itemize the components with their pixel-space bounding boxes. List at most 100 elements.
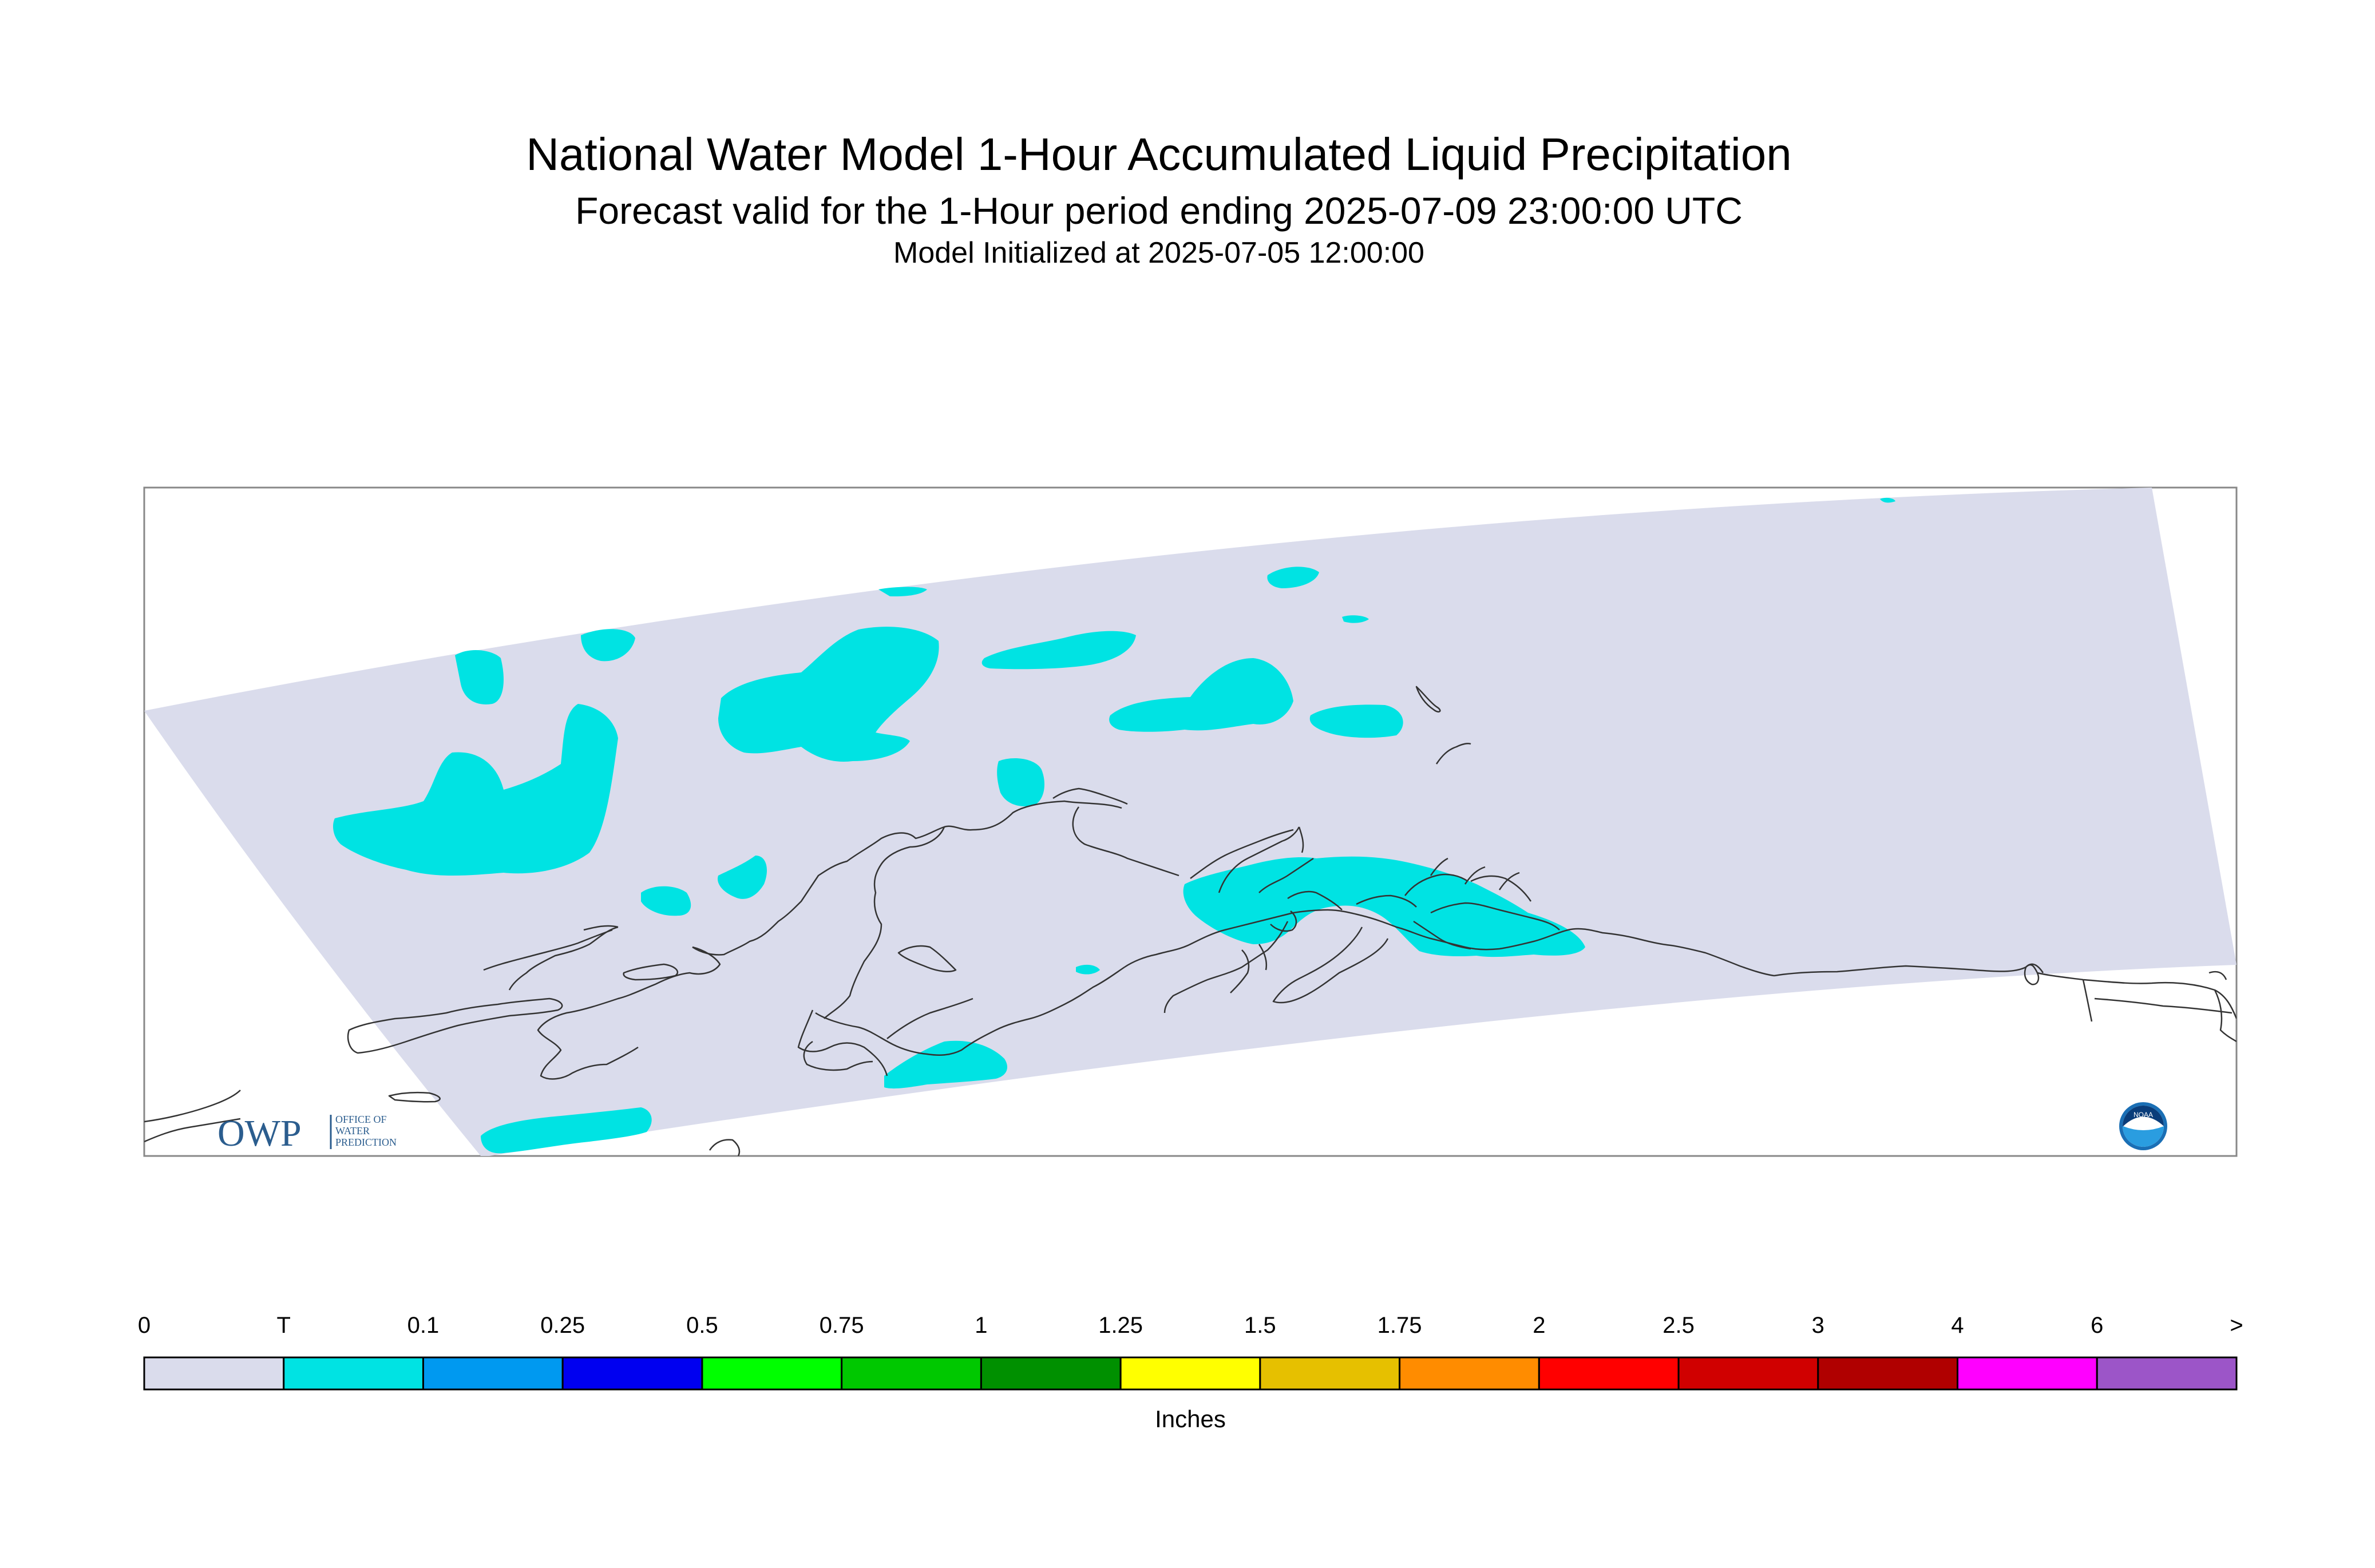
coastline — [1430, 902, 1560, 930]
coastline — [347, 997, 563, 1054]
coastline — [2025, 963, 2044, 973]
coastline — [708, 1139, 741, 1156]
colorbar-segment — [1399, 1356, 1540, 1391]
colorbar-label: 2 — [1533, 1313, 1546, 1338]
coastline — [2082, 979, 2093, 1022]
colorbar-segment — [1119, 1356, 1261, 1391]
colorbar-label: 1 — [975, 1313, 988, 1338]
precip-area — [581, 629, 635, 662]
precip-area — [1183, 856, 1585, 957]
colorbar-label: 1.75 — [1377, 1313, 1422, 1338]
colorbar-segment — [561, 1356, 703, 1391]
precip-area — [1309, 704, 1403, 738]
coastline — [815, 966, 1125, 1056]
coastline — [803, 1040, 873, 1071]
precip-area — [718, 627, 939, 762]
coastline — [1052, 787, 1128, 805]
model-init-time: Model Initialized at 2025-07-05 12:00:00 — [893, 236, 1424, 270]
colorbar-label: > — [2230, 1313, 2243, 1338]
precip-area — [1267, 567, 1319, 588]
coastline — [1163, 921, 1289, 1013]
colorbar-segment — [283, 1356, 424, 1391]
precip-area — [1880, 497, 1895, 503]
colorbar-label: 3 — [1811, 1313, 1824, 1338]
colorbar-label: 1.25 — [1098, 1313, 1143, 1338]
coastline — [1272, 926, 1389, 1004]
colorbar-segment — [1538, 1356, 1680, 1391]
colorbar-segment — [701, 1356, 843, 1391]
owp-logo-sub-3: PREDICTION — [335, 1137, 397, 1148]
coastline — [886, 997, 973, 1039]
coastline — [2024, 967, 2040, 985]
colorbar-label: 0.1 — [407, 1313, 440, 1338]
precip-area — [1342, 615, 1369, 623]
model-domain — [144, 488, 2237, 1156]
colorbar-segment — [422, 1356, 564, 1391]
coastline — [508, 926, 619, 991]
coastline — [1270, 910, 1297, 932]
coastline — [824, 826, 945, 1019]
owp-logo-sub-2: WATER — [335, 1125, 370, 1137]
precip-area — [981, 631, 1136, 670]
noaa-logo: NOAA — [2119, 1102, 2167, 1150]
coastline — [1218, 826, 1343, 910]
colorbar-segment — [841, 1356, 982, 1391]
noaa-logo-water — [2123, 1126, 2164, 1147]
colorbar-segment — [1677, 1356, 1819, 1391]
coastline — [897, 945, 957, 972]
noaa-logo-text: NOAA — [2133, 1111, 2153, 1119]
colorbar-segment — [143, 1356, 285, 1391]
precip-area — [641, 886, 691, 916]
precip-area — [884, 1040, 1007, 1089]
coastline — [692, 800, 1122, 956]
coastline — [2214, 989, 2237, 1043]
trace-precip-areas — [333, 497, 1895, 1154]
colorbar — [143, 1356, 2238, 1391]
colorbar-segment — [2096, 1356, 2238, 1391]
noaa-logo-gull — [2123, 1116, 2164, 1130]
coastline — [483, 929, 613, 971]
precip-area — [718, 856, 767, 899]
coastline — [144, 1118, 241, 1143]
coastlines — [144, 686, 2237, 1156]
colorbar-label: 2.5 — [1662, 1313, 1695, 1338]
map-subtitle: Forecast valid for the 1-Hour period end… — [575, 189, 1743, 232]
coastline — [1190, 826, 1304, 880]
coastline — [1435, 742, 1471, 765]
colorbar-label: 4 — [1951, 1313, 1964, 1338]
precip-area — [455, 650, 504, 704]
colorbar-segment — [1259, 1356, 1401, 1391]
coastline — [1415, 686, 1441, 713]
precip-area — [878, 587, 927, 597]
coastline — [1230, 944, 1268, 993]
colorbar-label: 0.75 — [819, 1313, 864, 1338]
coastline — [1356, 894, 1417, 908]
colorbar-label: 1.5 — [1244, 1313, 1276, 1338]
coastline — [1072, 806, 1179, 877]
coastline — [1404, 873, 1532, 902]
owp-logo: OWP OFFICE OF WATER PREDICTION — [217, 1112, 397, 1154]
coastline — [1430, 857, 1520, 890]
coastline — [2208, 971, 2227, 980]
coastline — [1413, 920, 1471, 950]
owp-logo-text: OWP — [217, 1112, 302, 1154]
precip-area — [481, 1107, 652, 1154]
colorbar-label: 0.5 — [686, 1313, 718, 1338]
colorbar-label: 6 — [2091, 1313, 2104, 1338]
colorbar-segment — [1817, 1356, 1959, 1391]
colorbar-label: 0 — [137, 1313, 151, 1338]
precip-area — [1076, 964, 1100, 975]
colorbar-segment — [1957, 1356, 2098, 1391]
coastline — [2094, 997, 2232, 1014]
coastline — [537, 946, 721, 1080]
colorbar-label: T — [276, 1313, 291, 1338]
coastline — [583, 925, 619, 931]
colorbar-units: Inches — [1155, 1405, 1226, 1432]
colorbar-segment — [980, 1356, 1122, 1391]
owp-logo-sub-1: OFFICE OF — [335, 1114, 387, 1125]
precip-area — [333, 704, 618, 876]
colorbar-label: 0.25 — [540, 1313, 585, 1338]
map-title: National Water Model 1-Hour Accumulated … — [526, 129, 1792, 180]
coastline — [388, 1091, 441, 1103]
